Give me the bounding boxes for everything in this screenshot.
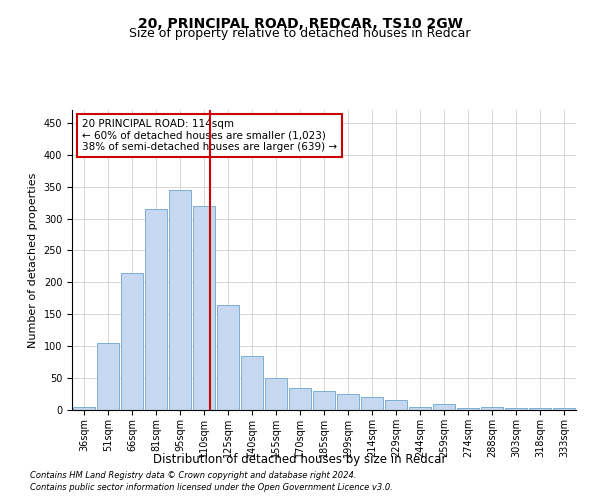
- Text: Size of property relative to detached houses in Redcar: Size of property relative to detached ho…: [129, 28, 471, 40]
- Text: Contains public sector information licensed under the Open Government Licence v3: Contains public sector information licen…: [30, 484, 393, 492]
- Bar: [529, 408, 551, 410]
- Bar: [409, 407, 431, 410]
- Bar: [433, 404, 455, 410]
- Text: 20 PRINCIPAL ROAD: 114sqm
← 60% of detached houses are smaller (1,023)
38% of se: 20 PRINCIPAL ROAD: 114sqm ← 60% of detac…: [82, 119, 337, 152]
- Bar: [217, 304, 239, 410]
- Bar: [289, 388, 311, 410]
- Bar: [241, 356, 263, 410]
- Bar: [457, 408, 479, 410]
- Bar: [121, 273, 143, 410]
- Text: Contains HM Land Registry data © Crown copyright and database right 2024.: Contains HM Land Registry data © Crown c…: [30, 471, 356, 480]
- Bar: [553, 408, 575, 410]
- Bar: [265, 378, 287, 410]
- Bar: [145, 209, 167, 410]
- Bar: [193, 206, 215, 410]
- Y-axis label: Number of detached properties: Number of detached properties: [28, 172, 38, 348]
- Text: Distribution of detached houses by size in Redcar: Distribution of detached houses by size …: [154, 452, 446, 466]
- Bar: [361, 397, 383, 410]
- Bar: [337, 394, 359, 410]
- Bar: [97, 343, 119, 410]
- Bar: [313, 391, 335, 410]
- Bar: [385, 400, 407, 410]
- Bar: [505, 408, 527, 410]
- Bar: [73, 407, 95, 410]
- Bar: [481, 407, 503, 410]
- Bar: [169, 190, 191, 410]
- Text: 20, PRINCIPAL ROAD, REDCAR, TS10 2GW: 20, PRINCIPAL ROAD, REDCAR, TS10 2GW: [137, 18, 463, 32]
